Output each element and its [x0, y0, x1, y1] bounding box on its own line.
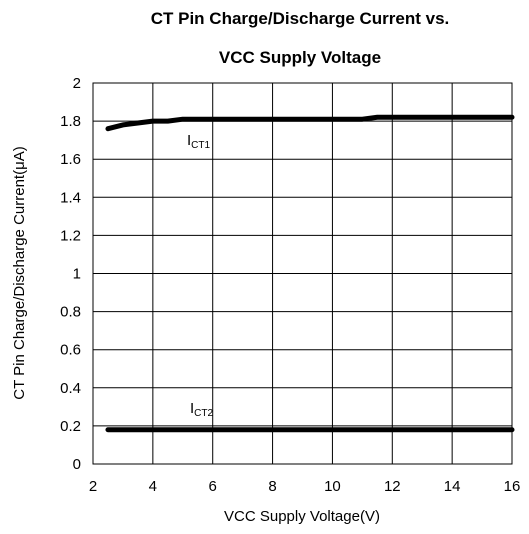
y-tick-label: 1.8: [60, 113, 81, 130]
y-tick-label: 2: [73, 75, 81, 92]
chart-title: VCC Supply Voltage: [219, 48, 381, 67]
y-tick-label: 1.6: [60, 151, 81, 168]
x-tick-label: 6: [209, 478, 217, 495]
x-axis-label: VCC Supply Voltage(V): [224, 508, 380, 525]
y-tick-label: 0: [73, 456, 81, 473]
x-tick-label: 2: [89, 478, 97, 495]
y-tick-label: 1: [73, 266, 81, 283]
x-tick-label: 14: [444, 478, 461, 495]
x-tick-label: 10: [324, 478, 341, 495]
x-tick-label: 16: [504, 478, 521, 495]
series-label-sub: CT2: [194, 408, 213, 419]
chart-title: CT Pin Charge/Discharge Current vs.: [151, 9, 450, 28]
series-line: [105, 114, 515, 132]
y-tick-label: 0.6: [60, 342, 81, 359]
x-tick-label: 12: [384, 478, 401, 495]
series-label-main: I: [187, 132, 191, 149]
y-tick-label: 0.2: [60, 418, 81, 435]
series-label-main: I: [190, 400, 194, 417]
x-tick-label: 4: [149, 478, 157, 495]
y-tick-label: 0.8: [60, 304, 81, 321]
x-tick-label: 8: [268, 478, 276, 495]
series-label: ICT1: [187, 132, 211, 151]
y-tick-label: 1.4: [60, 189, 81, 206]
y-tick-label: 0.4: [60, 380, 81, 397]
series-label: ICT2: [190, 400, 214, 419]
y-tick-label: 1.2: [60, 227, 81, 244]
y-axis-label: CT Pin Charge/Discharge Current(μA): [11, 146, 28, 399]
plot-border: [92, 82, 513, 465]
series-label-sub: CT1: [191, 140, 210, 151]
